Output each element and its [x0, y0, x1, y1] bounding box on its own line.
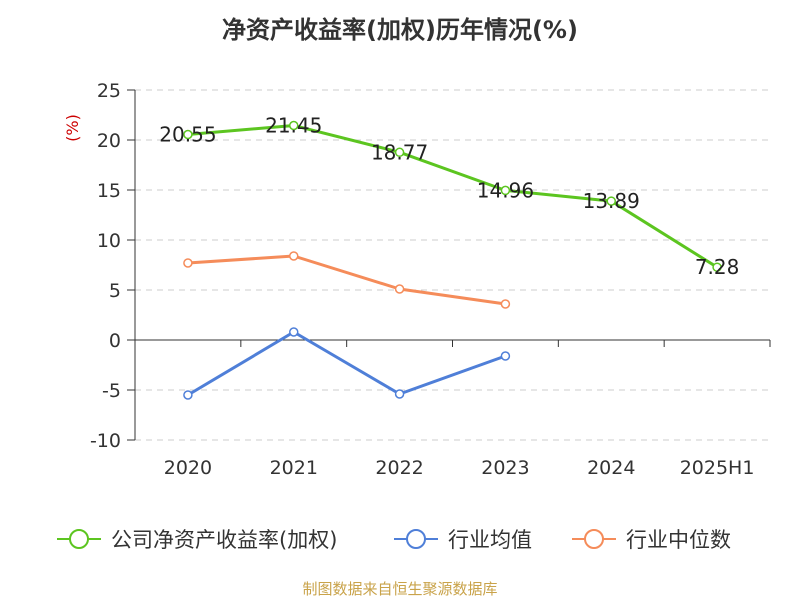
series-line-2: [187, 254, 506, 306]
y-tick-label: 0: [109, 330, 121, 352]
legend-label: 行业中位数: [626, 528, 731, 552]
legend-line-icon: [572, 529, 616, 549]
source-footer: 制图数据来自恒生聚源数据库: [302, 580, 498, 598]
data-point: [606, 196, 616, 206]
series-line-1: [187, 330, 506, 397]
series-line-0: [187, 124, 718, 269]
legend-item[interactable]: 行业中位数: [570, 522, 731, 556]
data-point: [183, 129, 193, 140]
data-label: 13.89: [583, 189, 640, 213]
data-label: 7.28: [695, 255, 740, 279]
data-label: 21.45: [265, 114, 322, 138]
y-tick-label: -10: [90, 430, 121, 452]
data-point: [712, 262, 722, 272]
legend-label: 行业均值: [448, 528, 532, 552]
data-point: [289, 251, 299, 261]
legend: 公司净资产收益率(加权) 行业均值 行业中位数: [0, 522, 800, 556]
legend-label: 公司净资产收益率(加权): [111, 528, 338, 552]
data-point: [183, 390, 193, 400]
data-label: 20.55: [159, 123, 216, 147]
grid-lines: [135, 89, 770, 441]
chart-title: 净资产收益率(加权)历年情况(%): [222, 16, 578, 44]
data-point: [500, 185, 511, 196]
x-tick-label: 2021: [270, 457, 318, 479]
y-tick-label: 20: [97, 130, 121, 152]
y-tick-label: 10: [97, 230, 121, 252]
data-labels: 20.55 21.45 18.77 14.96 13.89 7.28: [159, 114, 739, 280]
data-label: 18.77: [371, 140, 428, 164]
data-label: 14.96: [477, 178, 534, 202]
legend-line-icon: [57, 529, 101, 549]
y-tick-label: 5: [109, 280, 121, 302]
x-tick-label: 2024: [587, 457, 635, 479]
data-point: [289, 327, 299, 337]
data-point: [183, 258, 193, 268]
x-tick-label: 2020: [164, 457, 212, 479]
data-point: [394, 389, 405, 399]
y-axis-label: (%): [63, 114, 82, 142]
legend-line-icon: [394, 529, 438, 549]
x-tick-label: 2025H1: [680, 457, 755, 479]
data-point: [500, 351, 511, 361]
x-tick-label: 2022: [375, 457, 423, 479]
x-tick-label: 2023: [481, 457, 529, 479]
data-point: [394, 284, 405, 294]
legend-item[interactable]: 公司净资产收益率(加权): [55, 522, 337, 556]
legend-item[interactable]: 行业均值: [392, 522, 532, 556]
data-point: [394, 147, 405, 158]
series-layer: [183, 120, 722, 400]
y-tick-label: -5: [102, 380, 121, 402]
data-point: [289, 120, 299, 131]
axes: 25 20 15 10 5 0 -5 -10 2020 2021 2022 2023 2024 2025H…: [63, 80, 771, 479]
y-tick-label: 15: [97, 180, 121, 202]
data-point: [500, 299, 511, 309]
y-tick-label: 25: [97, 80, 121, 102]
